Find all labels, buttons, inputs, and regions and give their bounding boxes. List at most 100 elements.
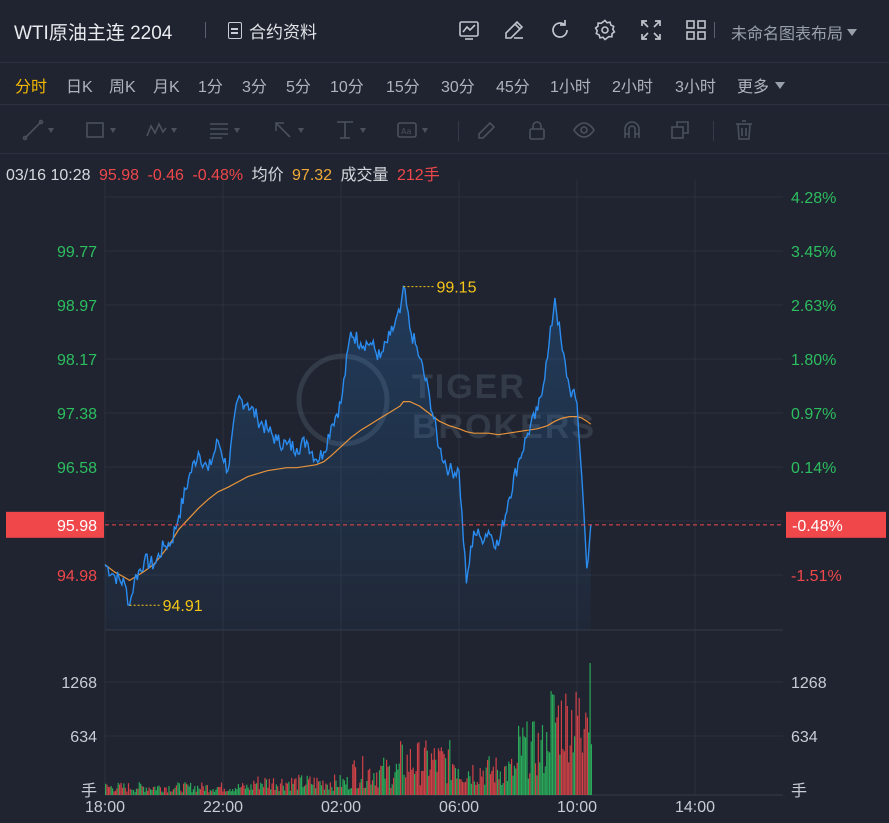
volume-bar: [588, 732, 590, 795]
clone-tool[interactable]: [669, 119, 691, 141]
visibility-tool[interactable]: [573, 119, 595, 141]
tab-3min[interactable]: 3分: [242, 79, 267, 96]
tab-10min[interactable]: 10分: [330, 79, 364, 96]
volume-bar: [508, 761, 510, 795]
volume-bar: [194, 786, 196, 795]
volume-bar: [110, 786, 112, 795]
volume-bar: [105, 783, 107, 795]
volume-bar: [357, 787, 360, 795]
volume-bar: [489, 774, 492, 795]
tab-timeshare[interactable]: 分时: [15, 79, 48, 96]
rectangle-tool[interactable]: [84, 119, 116, 141]
volume-bar: [236, 789, 238, 795]
volume-bar: [569, 745, 571, 795]
volume-bar: [527, 778, 529, 795]
volume-bar: [254, 783, 256, 795]
volume-bar: [313, 777, 315, 795]
volume-bar: [498, 779, 500, 795]
volume-bar: [388, 765, 390, 795]
volume-bar: [585, 712, 587, 795]
tab-15min[interactable]: 15分: [386, 79, 420, 96]
volume-bar: [295, 778, 297, 795]
volume-bar: [491, 770, 493, 795]
volume-bar: [159, 787, 161, 795]
refresh-icon[interactable]: [537, 16, 583, 44]
volume-tick-right: 634: [791, 729, 818, 746]
measure-tool[interactable]: [334, 119, 366, 141]
tab-more[interactable]: 更多: [737, 73, 786, 97]
volume-bar: [446, 783, 448, 795]
volume-bar: [449, 740, 451, 795]
wave-tool[interactable]: [145, 119, 177, 141]
volume-bar: [423, 747, 426, 795]
volume-bar: [107, 786, 109, 795]
pen-tool[interactable]: [476, 119, 498, 141]
volume-bar: [126, 791, 128, 795]
tab-3hour[interactable]: 3小时: [675, 79, 716, 96]
tab-45min[interactable]: 45分: [496, 79, 530, 96]
fullscreen-icon[interactable]: [628, 16, 674, 44]
tab-weekly-k[interactable]: 周K: [109, 79, 136, 96]
volume-bar: [551, 694, 554, 795]
volume-bar: [485, 767, 487, 795]
text-tool[interactable]: Aa: [396, 119, 428, 141]
volume-bar: [260, 782, 262, 795]
arrow-tool[interactable]: [272, 119, 304, 141]
volume-bar: [319, 781, 321, 795]
volume-bar: [439, 751, 441, 795]
gear-icon[interactable]: [583, 16, 629, 44]
volume-bar: [435, 759, 437, 795]
tab-monthly-k[interactable]: 月K: [153, 79, 180, 96]
volume-bar: [161, 791, 163, 795]
volume-bar: [282, 785, 284, 795]
y-tick-label: 97.38: [57, 406, 97, 423]
delete-tool[interactable]: [733, 119, 755, 141]
volume-bar: [473, 781, 475, 795]
x-tick-label: 18:00: [85, 799, 125, 816]
caret-icon: [360, 127, 366, 133]
layout-label: 未命名图表布局: [731, 26, 844, 43]
layout-dropdown[interactable]: 未命名图表布局: [731, 20, 858, 44]
grid-layout-icon[interactable]: [674, 16, 720, 44]
tab-daily-k[interactable]: 日K: [66, 79, 93, 96]
fib-tool[interactable]: [208, 119, 240, 141]
volume-bar: [129, 788, 131, 795]
volume-bar: [320, 785, 322, 795]
tab-1min[interactable]: 1分: [198, 79, 223, 96]
volume-bar: [557, 705, 559, 795]
volume-bar: [403, 774, 405, 795]
volume-bar: [575, 691, 577, 795]
volume-bars: [105, 663, 592, 795]
volume-bar: [505, 765, 507, 795]
tab-5min[interactable]: 5分: [286, 79, 311, 96]
text-box-icon: Aa: [397, 122, 417, 138]
volume-bar: [457, 768, 459, 795]
volume-bar: [381, 766, 383, 795]
volume-bar: [472, 764, 474, 795]
volume-bar: [530, 741, 532, 795]
average-price-line: [104, 401, 592, 582]
pct-tick-label: 0.97%: [791, 406, 836, 423]
volume-bar: [349, 788, 351, 795]
tab-2hour[interactable]: 2小时: [612, 79, 653, 96]
volume-bar: [426, 750, 428, 795]
edit-icon[interactable]: [492, 16, 538, 44]
volume-bar: [540, 739, 542, 795]
volume-bar: [326, 784, 328, 795]
magnet-tool[interactable]: [621, 119, 643, 141]
price-area-fill: [105, 286, 591, 630]
contract-info-button[interactable]: 合约资料: [228, 18, 317, 43]
volume-bar: [387, 766, 389, 795]
chart-settings-icon[interactable]: [446, 16, 492, 44]
volume-bar: [212, 789, 214, 795]
caret-down-icon: [775, 81, 786, 89]
drawing-toolbar: Aa: [0, 104, 889, 154]
volume-bar: [415, 771, 417, 795]
tab-1hour[interactable]: 1小时: [550, 79, 591, 96]
lock-tool[interactable]: [526, 119, 548, 141]
volume-bar: [359, 782, 361, 795]
volume-bar: [310, 784, 312, 795]
tab-30min[interactable]: 30分: [441, 79, 475, 96]
trendline-tool[interactable]: [22, 119, 54, 141]
